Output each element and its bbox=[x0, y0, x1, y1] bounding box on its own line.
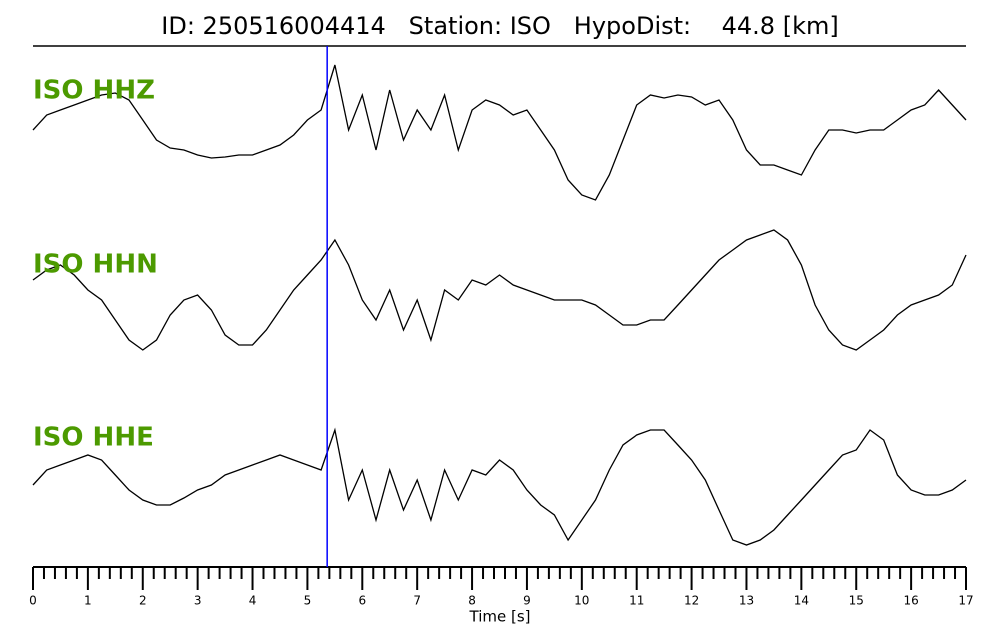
x-tick-label: 11 bbox=[629, 594, 644, 608]
x-tick-label: 7 bbox=[413, 594, 421, 608]
trace-label: ISO HHN bbox=[33, 250, 158, 280]
x-tick-label: 14 bbox=[794, 594, 809, 608]
x-tick-label: 0 bbox=[29, 594, 37, 608]
trace-label: ISO HHZ bbox=[33, 76, 155, 106]
trace-label: ISO HHE bbox=[33, 423, 154, 453]
x-tick-label: 10 bbox=[574, 594, 589, 608]
x-tick-label: 12 bbox=[684, 594, 699, 608]
trace bbox=[32, 229, 967, 351]
x-tick-label: 15 bbox=[849, 594, 864, 608]
x-tick-label: 16 bbox=[903, 594, 918, 608]
x-tick-label: 6 bbox=[358, 594, 366, 608]
x-tick-label: 17 bbox=[958, 594, 973, 608]
trace bbox=[32, 64, 967, 201]
x-axis-label: Time [s] bbox=[469, 608, 531, 626]
x-tick-label: 5 bbox=[304, 594, 312, 608]
x-tick-label: 9 bbox=[523, 594, 531, 608]
x-tick-label: 1 bbox=[84, 594, 92, 608]
x-tick-label: 4 bbox=[249, 594, 257, 608]
x-tick-label: 13 bbox=[739, 594, 754, 608]
x-tick-label: 2 bbox=[139, 594, 147, 608]
trace bbox=[32, 427, 967, 546]
x-tick-label: 3 bbox=[194, 594, 202, 608]
chart-title: ID: 250516004414 Station: ISO HypoDist: … bbox=[161, 12, 838, 40]
x-tick-label: 8 bbox=[468, 594, 476, 608]
